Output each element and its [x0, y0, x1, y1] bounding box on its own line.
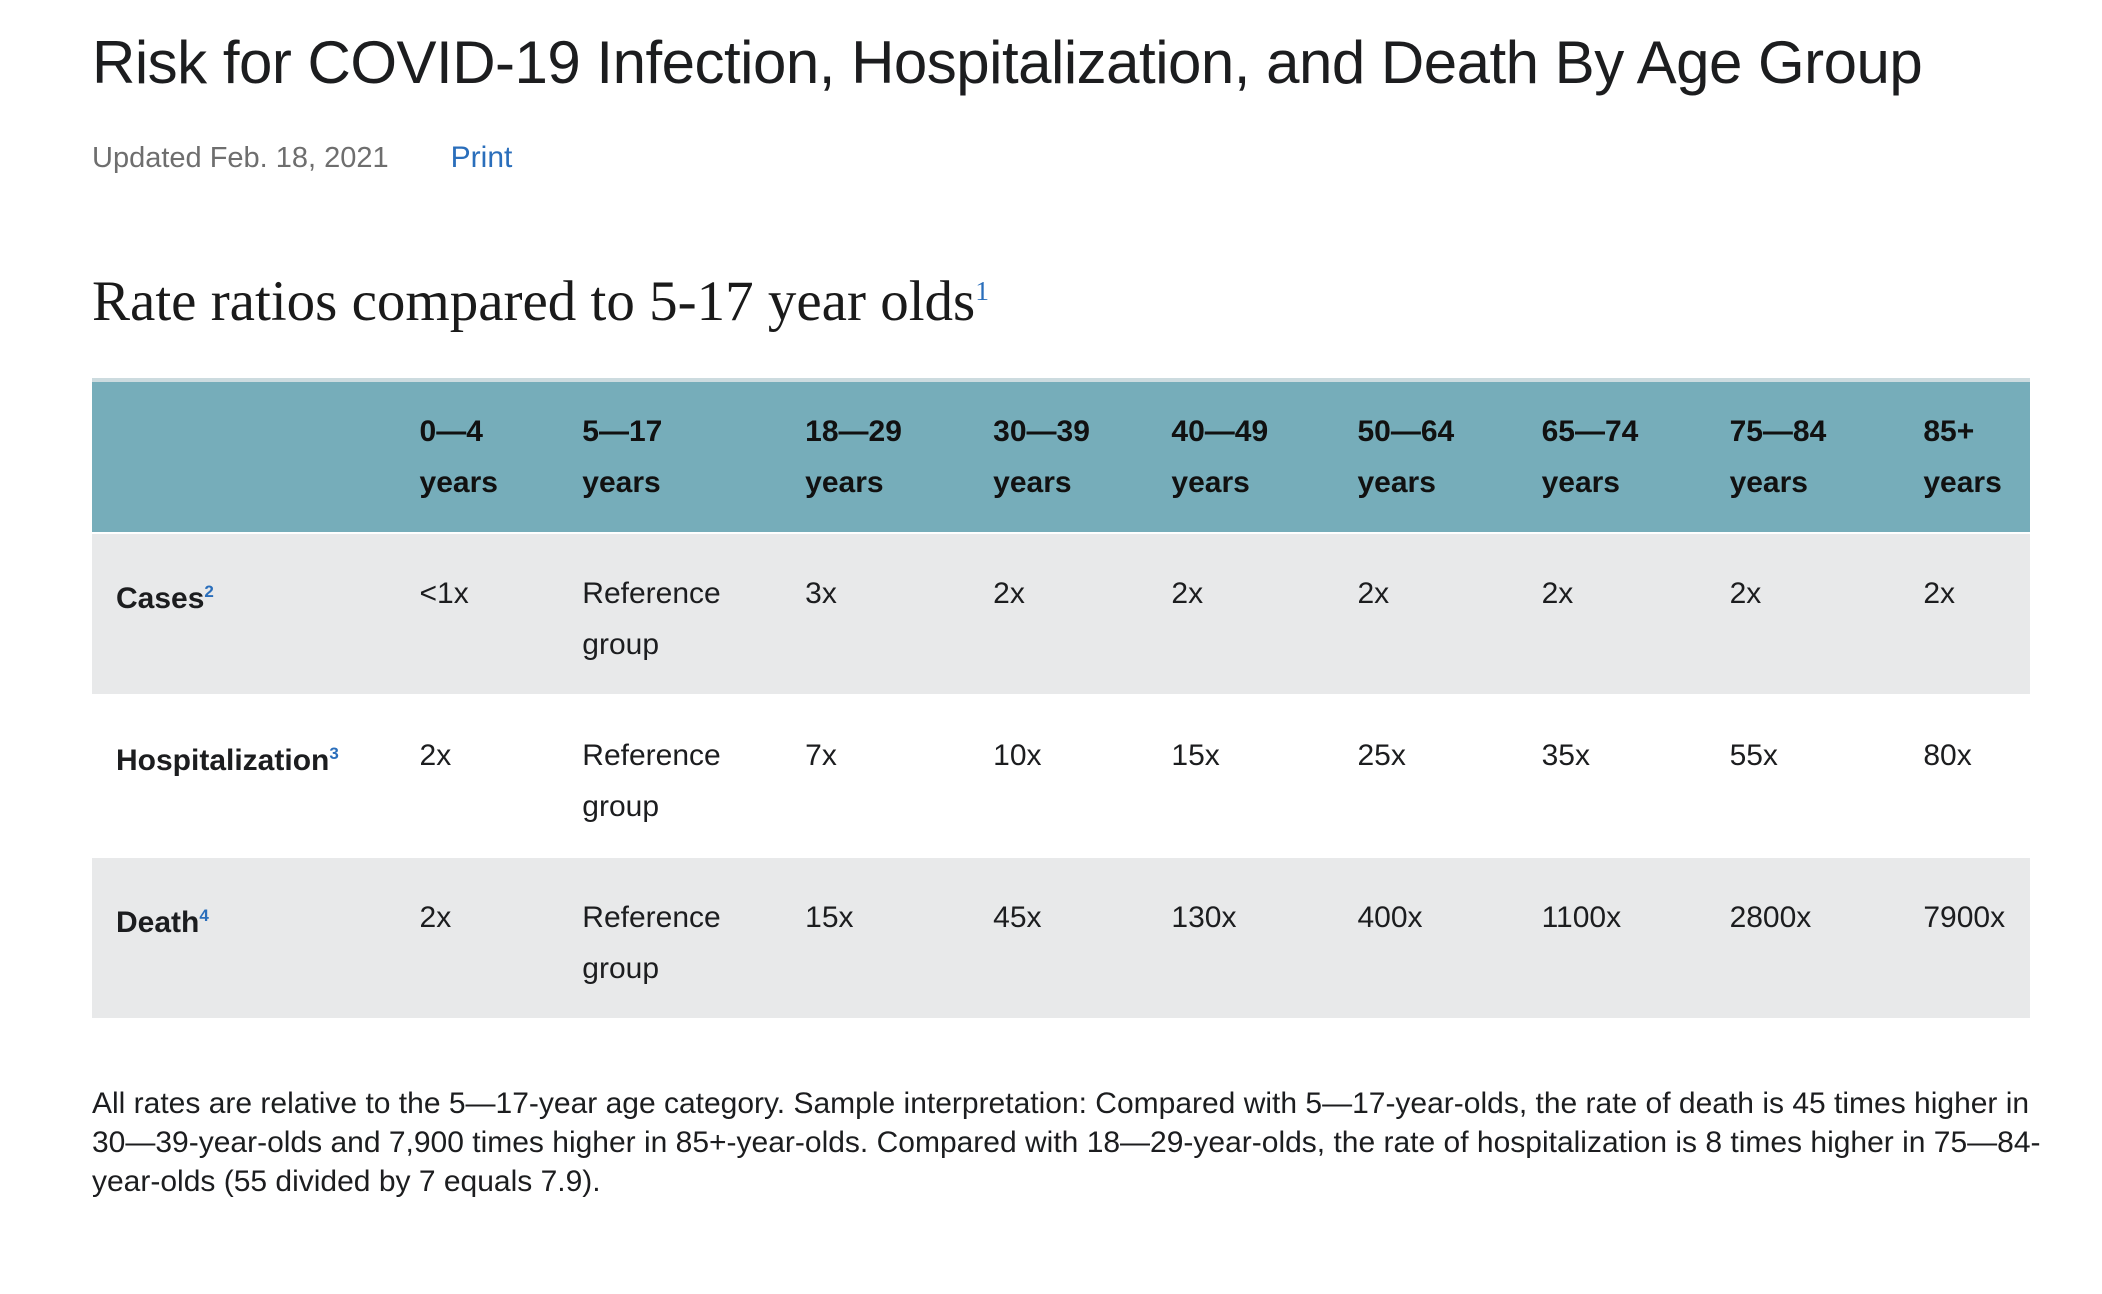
cases-cell: 2x [1729, 532, 1924, 695]
death-cell: 1100x [1541, 856, 1730, 1019]
header-cell-40-49: 40—49 years [1171, 382, 1358, 533]
death-footnote-sup: 4 [199, 899, 208, 927]
section-heading-text: Rate ratios compared to 5-17 year olds [92, 270, 976, 333]
footnote-4-link[interactable]: 4 [199, 906, 209, 926]
cases-cell: 2x [1171, 532, 1358, 695]
death-cell: 7900x [1923, 856, 2030, 1019]
cases-footnote-sup: 2 [204, 575, 213, 603]
death-cell: 2x [419, 856, 583, 1019]
updated-date: Updated Feb. 18, 2021 [92, 142, 389, 174]
row-label-text: Cases [116, 582, 205, 616]
hospitalization-cell: 10x [993, 694, 1172, 857]
cases-cell: <1x [419, 532, 583, 695]
table-row-cases: Cases2 <1x Reference group 3x 2x 2x 2x 2… [92, 532, 2030, 695]
header-cell-30-39: 30—39 years [993, 382, 1172, 533]
cases-cell: 2x [993, 532, 1172, 695]
table-row-hospitalization: Hospitalization3 2x Reference group 7x 1… [92, 694, 2030, 857]
footnote-2-link[interactable]: 2 [204, 582, 214, 602]
death-cell: 130x [1171, 856, 1358, 1019]
footnote-3-link[interactable]: 3 [329, 744, 339, 764]
hospitalization-footnote-sup: 3 [329, 737, 338, 765]
cases-cell: 2x [1357, 532, 1542, 695]
hospitalization-cell: 2x [419, 694, 583, 857]
header-cell-65-74: 65—74 years [1541, 382, 1730, 533]
article-page: Risk for COVID-19 Infection, Hospitaliza… [92, 29, 2042, 1199]
death-cell: Reference group [582, 856, 806, 1019]
cases-cell: 2x [1923, 532, 2030, 695]
heading-footnote-sup: 1 [975, 259, 989, 311]
header-cell-0-4: 0—4 years [419, 382, 583, 533]
death-cell: 2800x [1729, 856, 1924, 1019]
hospitalization-cell: 55x [1729, 694, 1924, 857]
section-heading: Rate ratios compared to 5-17 year olds1 [92, 257, 2042, 336]
print-link[interactable]: Print [450, 141, 513, 174]
hospitalization-cell: 25x [1357, 694, 1542, 857]
table-header-row: 0—4 years 5—17 years 18—29 years 30—39 y… [92, 382, 2030, 533]
meta-row: Updated Feb. 18, 2021 Print [92, 141, 2042, 175]
header-cell-75-84: 75—84 years [1729, 382, 1924, 533]
header-cell-5-17: 5—17 years [582, 382, 806, 533]
hospitalization-cell: 7x [805, 694, 994, 857]
header-empty-cell [92, 382, 420, 533]
hospitalization-cell: 15x [1171, 694, 1358, 857]
cases-cell: Reference group [582, 532, 806, 695]
hospitalization-cell: 35x [1541, 694, 1730, 857]
header-cell-18-29: 18—29 years [805, 382, 994, 533]
row-label-hospitalization: Hospitalization3 [92, 694, 420, 857]
table-note: All rates are relative to the 5—17-year … [92, 1087, 2041, 1199]
death-cell: 45x [993, 856, 1172, 1019]
row-label-cases: Cases2 [92, 532, 420, 695]
footnote-1-link[interactable]: 1 [975, 275, 990, 306]
page-title: Risk for COVID-19 Infection, Hospitaliza… [92, 29, 1923, 96]
header-cell-85plus: 85+ years [1923, 382, 2030, 533]
row-label-text: Death [116, 906, 200, 940]
hospitalization-cell: Reference group [582, 694, 806, 857]
cases-cell: 2x [1541, 532, 1730, 695]
cases-cell: 3x [805, 532, 994, 695]
header-cell-50-64: 50—64 years [1357, 382, 1542, 533]
hospitalization-cell: 80x [1923, 694, 2030, 857]
rate-ratios-table: 0—4 years 5—17 years 18—29 years 30—39 y… [92, 378, 2030, 1019]
death-cell: 15x [805, 856, 994, 1019]
table-row-death: Death4 2x Reference group 15x 45x 130x 4… [92, 856, 2030, 1019]
death-cell: 400x [1357, 856, 1542, 1019]
row-label-death: Death4 [92, 856, 420, 1019]
row-label-text: Hospitalization [116, 744, 330, 778]
